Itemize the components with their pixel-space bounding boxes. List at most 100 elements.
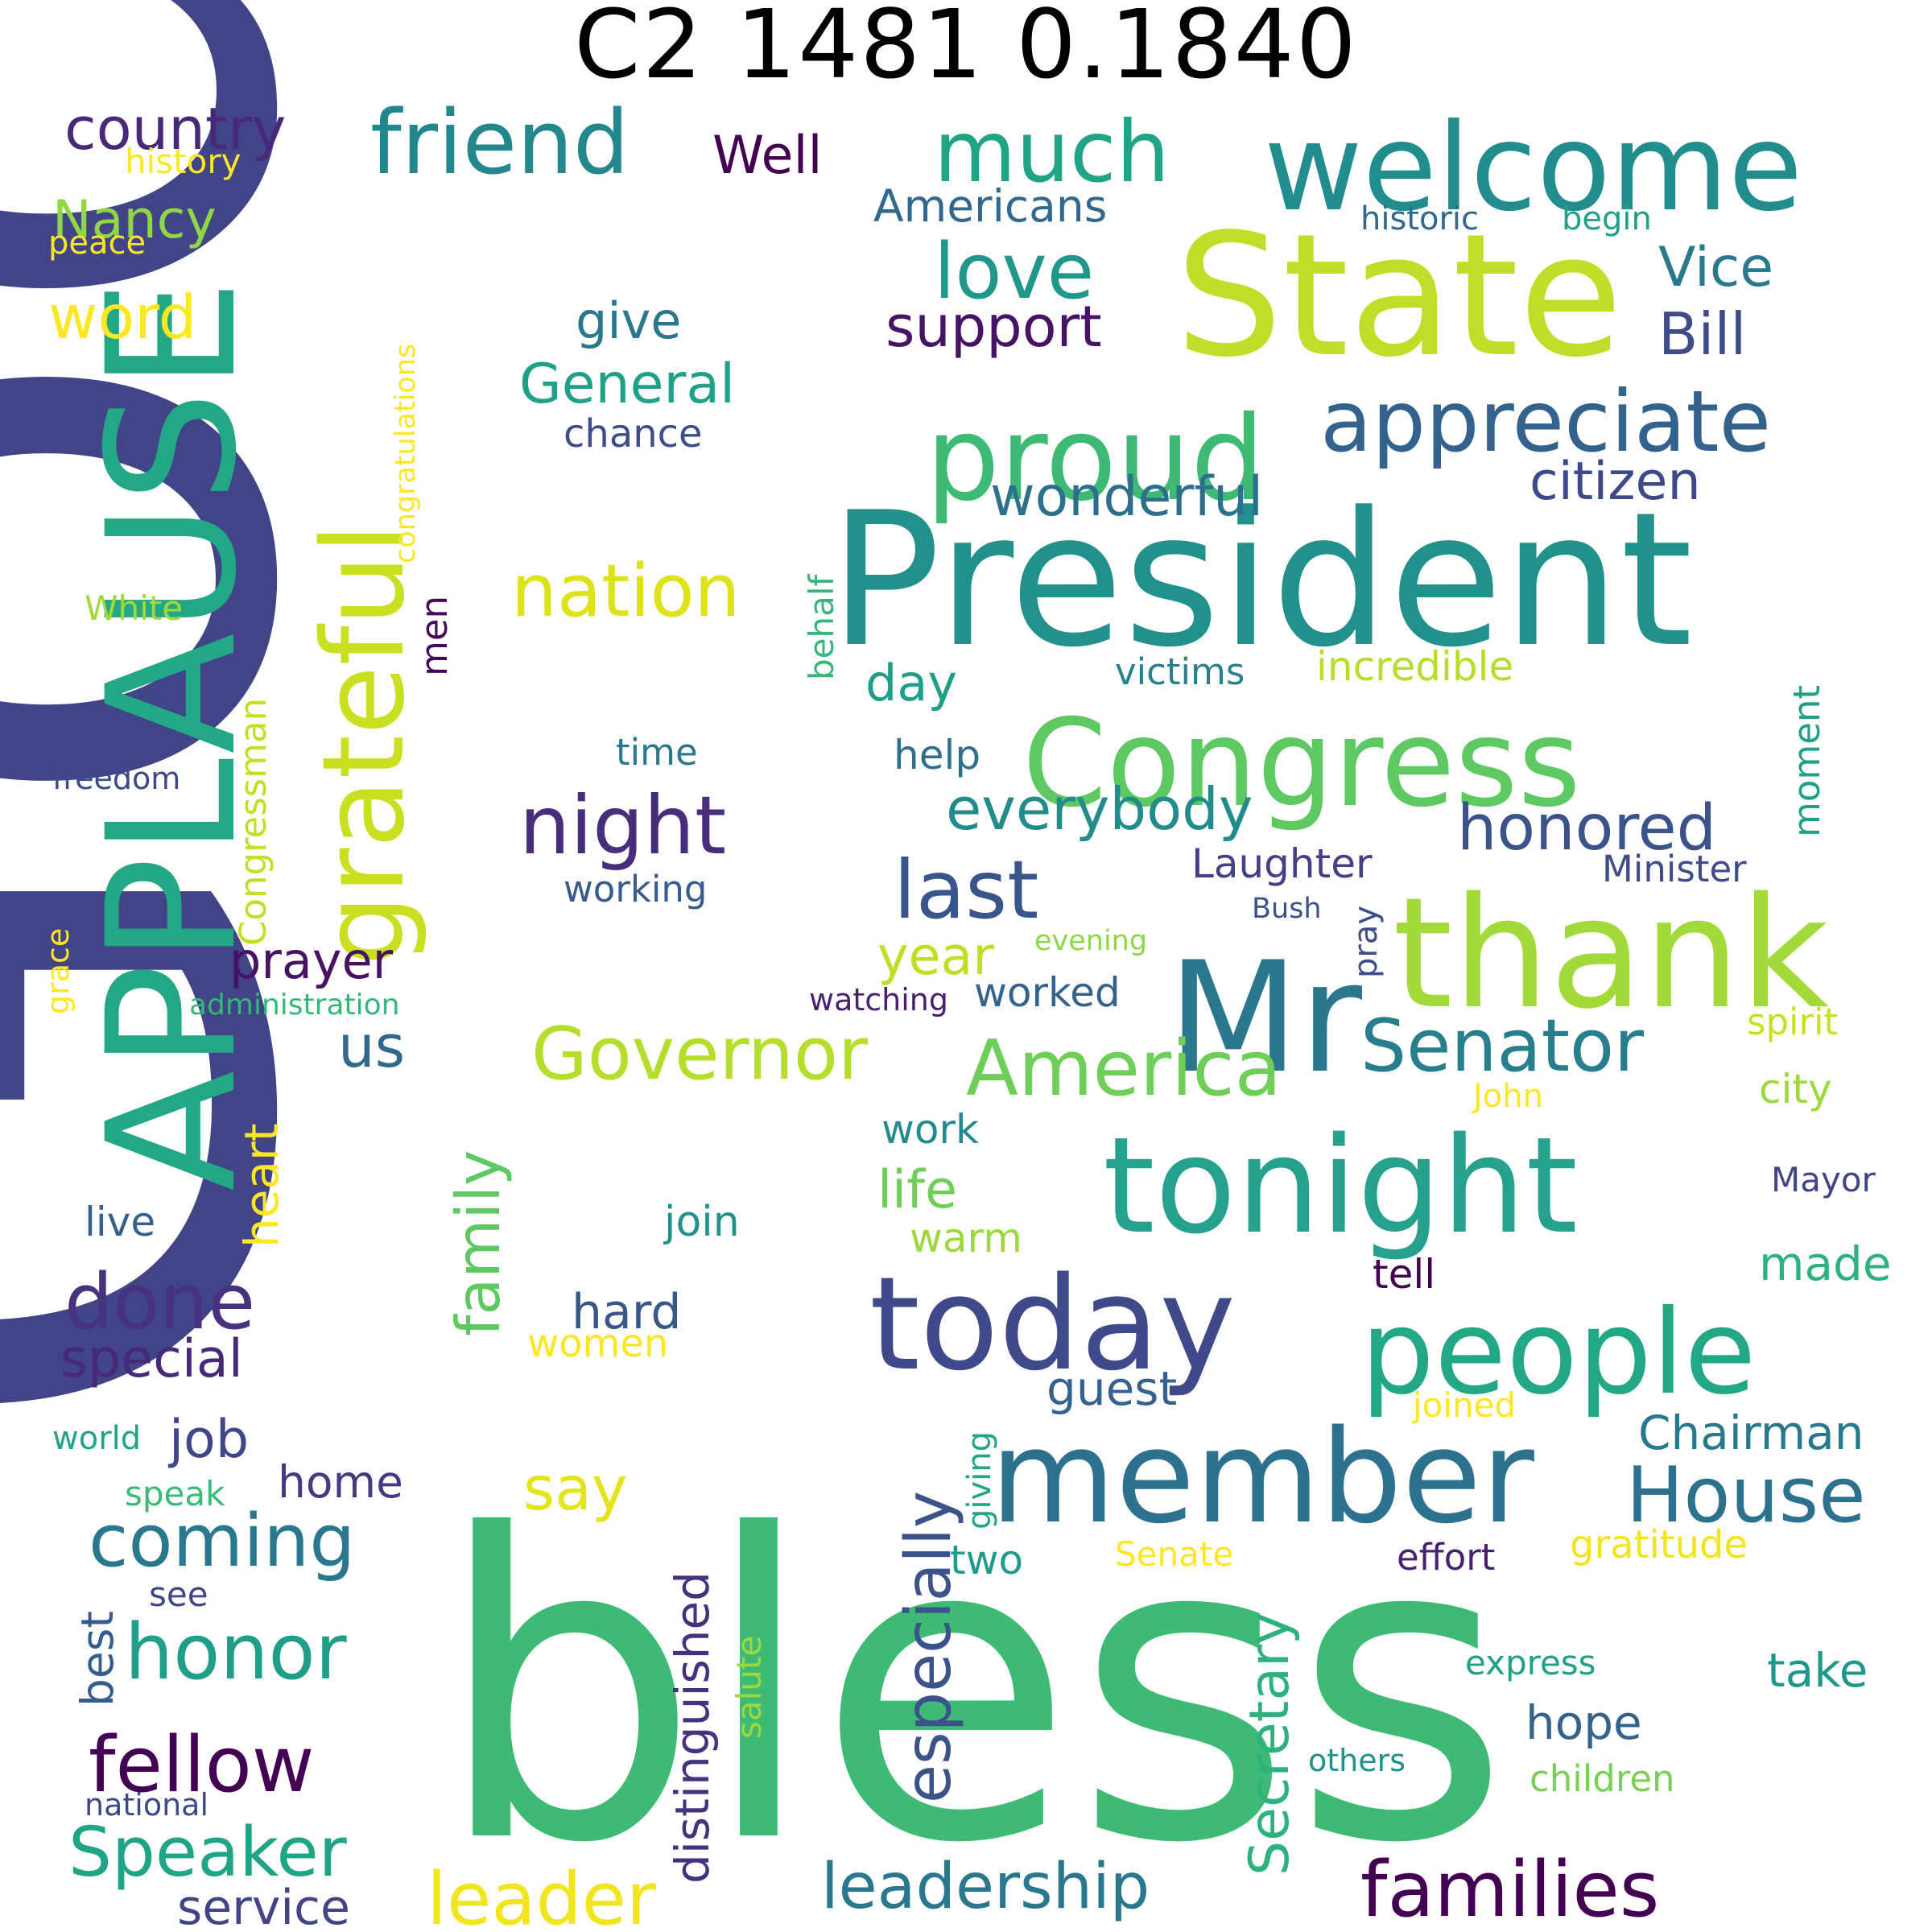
cloud-word: family <box>443 1150 514 1336</box>
cloud-word: work <box>881 1106 979 1153</box>
cloud-word: salute <box>729 1636 769 1739</box>
cloud-word: Americans <box>873 180 1107 232</box>
cloud-word: especially <box>893 1491 965 1803</box>
cloud-word: two <box>950 1537 1023 1583</box>
cloud-word: world <box>52 1420 141 1457</box>
cloud-word: General <box>519 353 735 416</box>
cloud-word: support <box>886 294 1102 360</box>
cloud-word: peace <box>48 225 146 262</box>
cloud-word: join <box>663 1198 740 1246</box>
cloud-word: Bush <box>1252 893 1322 925</box>
cloud-word: prayer <box>229 931 394 990</box>
cloud-word: Congress <box>1022 694 1581 834</box>
cloud-word: victims <box>1115 650 1245 693</box>
cloud-word: speak <box>125 1474 225 1513</box>
cloud-word: made <box>1759 1236 1892 1291</box>
cloud-word: hard <box>572 1284 682 1340</box>
cloud-word: member <box>990 1402 1534 1552</box>
cloud-word: heart <box>234 1123 289 1248</box>
cloud-word: much <box>934 103 1170 201</box>
cloud-word: giving <box>961 1431 998 1530</box>
cloud-word: worked <box>974 969 1121 1016</box>
cloud-word: historic <box>1360 200 1479 237</box>
cloud-word: men <box>413 596 456 676</box>
cloud-word: citizen <box>1530 452 1701 512</box>
cloud-word: APPLAUSE <box>69 279 275 1191</box>
cloud-word: coming <box>89 1499 355 1583</box>
cloud-word: nation <box>511 549 741 634</box>
cloud-word: Congressman <box>232 698 275 946</box>
cloud-word: guest <box>1046 1361 1177 1416</box>
cloud-word: help <box>894 732 980 778</box>
cloud-word: express <box>1465 1643 1596 1682</box>
cloud-word: history <box>125 142 241 181</box>
cloud-word: Laughter <box>1191 840 1373 887</box>
cloud-word: children <box>1530 1757 1675 1800</box>
cloud-word: bless <box>435 1447 1510 1932</box>
cloud-word: tell <box>1373 1251 1435 1298</box>
cloud-word: warm <box>910 1215 1022 1261</box>
cloud-word: thank <box>1393 865 1829 1042</box>
cloud-word: pray <box>1348 906 1385 978</box>
cloud-word: last <box>894 843 1038 937</box>
cloud-word: hope <box>1525 1695 1642 1750</box>
cloud-word: God <box>0 0 456 1449</box>
cloud-word: best <box>72 1611 123 1707</box>
cloud-word: appreciate <box>1320 373 1771 471</box>
cloud-word: say <box>523 1453 627 1524</box>
cloud-word: year <box>877 927 994 987</box>
cloud-word: Mayor <box>1771 1160 1876 1199</box>
cloud-word: John <box>1471 1078 1543 1115</box>
cloud-word: working <box>564 868 707 910</box>
cloud-word: families <box>1360 1846 1659 1932</box>
cloud-word: spirit <box>1747 1001 1838 1043</box>
cloud-word: Mr <box>1167 929 1363 1107</box>
cloud-word: special <box>60 1329 243 1389</box>
cloud-word: distinguished <box>665 1571 720 1884</box>
cloud-word: us <box>338 1013 405 1080</box>
cloud-word: chance <box>564 411 703 456</box>
cloud-word: Minister <box>1602 848 1747 890</box>
cloud-word: Speaker <box>68 1813 347 1893</box>
cloud-word: White <box>85 588 183 628</box>
cloud-word: President <box>829 473 1693 688</box>
cloud-word: love <box>934 228 1094 316</box>
cloud-word: Bill <box>1658 300 1746 368</box>
cloud-word: Senate <box>1115 1534 1233 1574</box>
cloud-word: country <box>64 95 286 163</box>
cloud-word: wonderful <box>990 465 1263 529</box>
cloud-word: grateful <box>299 523 430 966</box>
cloud-word: evening <box>1034 925 1147 957</box>
page-title: C2 1481 0.1840 <box>574 0 1358 100</box>
cloud-word: fellow <box>89 1721 315 1810</box>
cloud-word: see <box>149 1575 208 1614</box>
cloud-word: give <box>576 291 681 350</box>
cloud-word: leadership <box>821 1851 1150 1923</box>
cloud-word: job <box>167 1410 249 1470</box>
cloud-word: welcome <box>1264 98 1802 238</box>
cloud-word: congratulations <box>390 344 422 564</box>
cloud-word: Governor <box>531 1012 868 1096</box>
cloud-word: administration <box>189 989 400 1022</box>
cloud-word: friend <box>370 91 630 194</box>
cloud-word: day <box>865 654 957 712</box>
cloud-word: Secretary <box>1238 1612 1302 1876</box>
cloud-word: Vice <box>1658 236 1773 299</box>
cloud-word: service <box>177 1880 350 1932</box>
cloud-word: proud <box>926 391 1265 527</box>
cloud-word: State <box>1175 197 1623 394</box>
cloud-word: incredible <box>1316 643 1513 690</box>
cloud-word: city <box>1759 1066 1832 1113</box>
cloud-word: honored <box>1457 792 1716 865</box>
cloud-word: America <box>966 1025 1282 1113</box>
cloud-word: Well <box>712 126 823 186</box>
cloud-word: life <box>877 1160 957 1220</box>
cloud-word: Chairman <box>1638 1406 1864 1460</box>
cloud-word: behalf <box>802 573 841 680</box>
cloud-word: national <box>85 1787 208 1823</box>
cloud-word: effort <box>1397 1536 1495 1579</box>
cloud-word: tonight <box>1103 1108 1578 1263</box>
cloud-word: live <box>85 1199 155 1245</box>
